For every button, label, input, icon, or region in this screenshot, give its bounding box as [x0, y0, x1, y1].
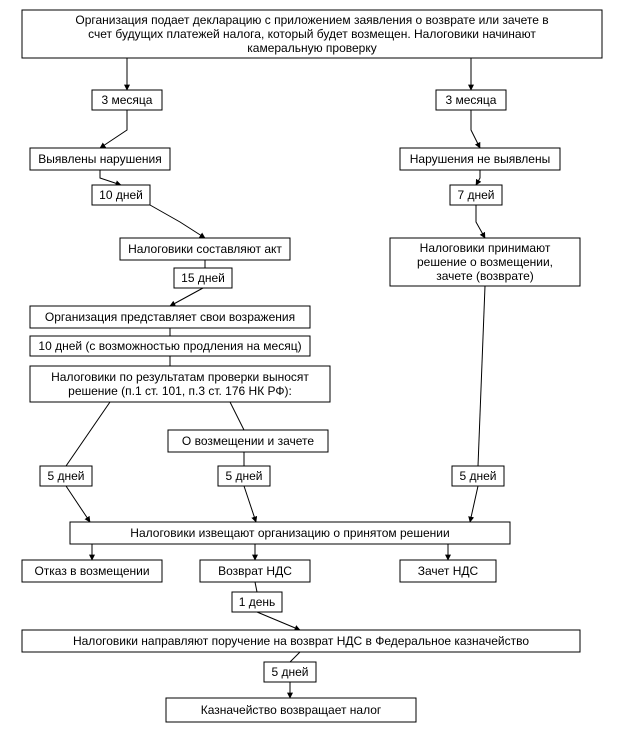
- node-label: Налоговики по результатам проверки вынос…: [51, 370, 309, 398]
- node-label: Зачет НДС: [418, 564, 479, 578]
- node-result: Налоговики по результатам проверки вынос…: [30, 366, 330, 402]
- node-d5d: 5 дней: [264, 662, 316, 682]
- node-violNo: Нарушения не выявлены: [400, 148, 560, 170]
- node-label: Возврат НДС: [218, 564, 292, 578]
- node-label: 3 месяца: [446, 93, 497, 107]
- node-t10b: 10 дней (с возможностью продления на мес…: [30, 336, 310, 356]
- node-d1: 1 день: [232, 592, 282, 612]
- node-label: 10 дней: [99, 188, 143, 202]
- node-decision: Налоговики принимаютрешение о возмещении…: [390, 238, 580, 286]
- node-label: Налоговики направляют поручение на возвр…: [73, 634, 529, 648]
- node-label: 3 месяца: [102, 93, 153, 107]
- node-label: Налоговики принимаютрешение о возмещении…: [417, 241, 553, 283]
- node-start: Организация подает декларацию с приложен…: [22, 10, 602, 58]
- node-t7: 7 дней: [450, 185, 502, 205]
- node-label: Казначейство возвращает налог: [201, 703, 382, 717]
- node-d5a: 5 дней: [40, 466, 92, 486]
- node-act: Налоговики составляют акт: [120, 238, 290, 260]
- node-vatreturn: Возврат НДС: [200, 560, 310, 582]
- node-label: Выявлены нарушения: [38, 152, 161, 166]
- node-t3R: 3 месяца: [436, 90, 506, 110]
- node-label: Отказ в возмещении: [34, 564, 149, 578]
- node-objections: Организация представляет свои возражения: [30, 306, 310, 328]
- node-refuse: Отказ в возмещении: [22, 560, 162, 582]
- node-t3L: 3 месяца: [92, 90, 162, 110]
- node-label: 7 дней: [457, 188, 494, 202]
- node-credit: О возмещении и зачете: [168, 430, 328, 452]
- node-label: 5 дней: [225, 469, 262, 483]
- node-label: Налоговики извещают организацию о принят…: [130, 526, 449, 540]
- node-d5c: 5 дней: [452, 466, 504, 486]
- node-label: 5 дней: [459, 469, 496, 483]
- node-order: Налоговики направляют поручение на возвр…: [22, 630, 580, 652]
- node-notify: Налоговики извещают организацию о принят…: [70, 522, 510, 544]
- node-d5b: 5 дней: [218, 466, 270, 486]
- node-label: 5 дней: [271, 665, 308, 679]
- node-t10a: 10 дней: [92, 185, 150, 205]
- node-label: 1 день: [239, 595, 276, 609]
- node-label: 15 дней: [181, 271, 225, 285]
- node-label: 5 дней: [47, 469, 84, 483]
- node-treasury: Казначейство возвращает налог: [166, 698, 416, 722]
- flowchart: Организация подает декларацию с приложен…: [0, 0, 623, 733]
- node-t15: 15 дней: [174, 268, 232, 288]
- node-label: Налоговики составляют акт: [128, 242, 282, 256]
- node-label: 10 дней (с возможностью продления на мес…: [38, 339, 301, 353]
- node-label: Организация представляет свои возражения: [45, 310, 295, 324]
- node-label: О возмещении и зачете: [182, 434, 314, 448]
- node-label: Нарушения не выявлены: [410, 152, 551, 166]
- node-violYes: Выявлены нарушения: [30, 148, 170, 170]
- node-vatcredit: Зачет НДС: [400, 560, 496, 582]
